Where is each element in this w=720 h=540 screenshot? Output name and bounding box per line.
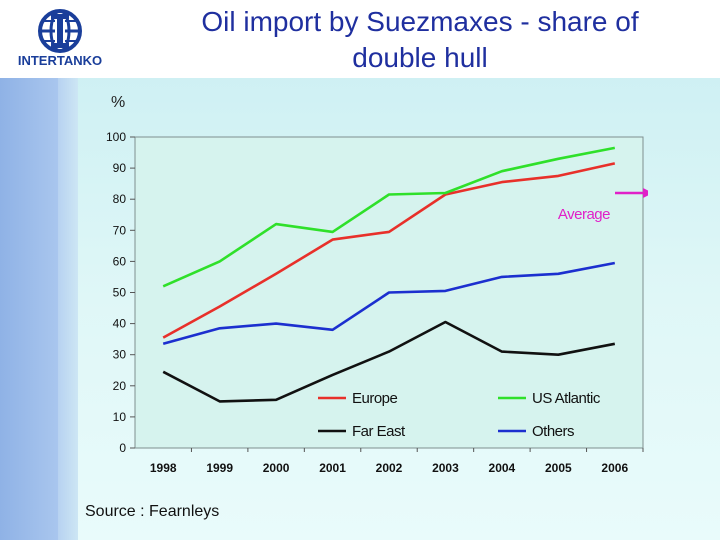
left-decor-band-light [58,78,78,540]
legend-label-us-atlantic: US Atlantic [532,390,601,407]
series-line-us-atlantic [162,146,616,288]
slide-title-line2: double hull [352,42,488,73]
legend-label-others: Others [532,423,574,440]
legend-label-europe: Europe [352,390,398,407]
series-line-far-east [162,320,616,403]
x-tick-label: 2004 [489,461,516,475]
intertanko-logo: INTERTANKO [18,9,102,68]
y-tick-label: 70 [113,223,127,237]
slide-title: Oil import by Suezmaxes - share of doubl… [130,4,710,76]
y-tick-label: 80 [113,192,127,206]
left-decor-band [0,78,58,540]
average-arrow-head [643,187,653,198]
x-tick-label: 1999 [206,461,233,475]
x-tick-label: 2001 [319,461,346,475]
y-tick-label: 50 [113,286,127,300]
series-line-europe [162,162,616,339]
y-tick-label: 30 [113,348,127,362]
source-note: Source : Fearnleys [85,503,220,520]
y-tick-label: 10 [113,410,127,424]
legend-label-far-east: Far East [352,423,406,440]
y-axis-unit-label: % [111,94,126,111]
x-tick-label: 2003 [432,461,459,475]
x-tick-label: 2000 [263,461,290,475]
y-tick-label: 60 [113,254,127,268]
average-annotation-label: Average [558,206,610,223]
y-tick-label: 100 [106,130,126,144]
y-tick-label: 90 [113,161,127,175]
x-tick-label: 1998 [150,461,177,475]
x-tick-label: 2002 [376,461,403,475]
slide-header: INTERTANKO Oil import by Suezmaxes - sha… [0,0,720,78]
chart-svg: 0 10 20 30 40 50 60 70 80 90 100 1998 1999 2000 2001 20… [106,130,653,475]
x-tick-label: 2006 [601,461,628,475]
x-tick-label: 2005 [545,461,572,475]
y-tick-label: 0 [119,441,126,455]
series-line-others [162,261,616,346]
line-chart: 0 10 20 30 40 50 60 70 80 90 100 1998 1999 2000 2001 20… [88,118,653,488]
y-tick-label: 40 [113,317,127,331]
y-tick-label: 20 [113,379,127,393]
slide-title-line1: Oil import by Suezmaxes - share of [201,6,639,37]
globe-icon [38,9,82,53]
logo-wordmark: INTERTANKO [18,53,102,68]
